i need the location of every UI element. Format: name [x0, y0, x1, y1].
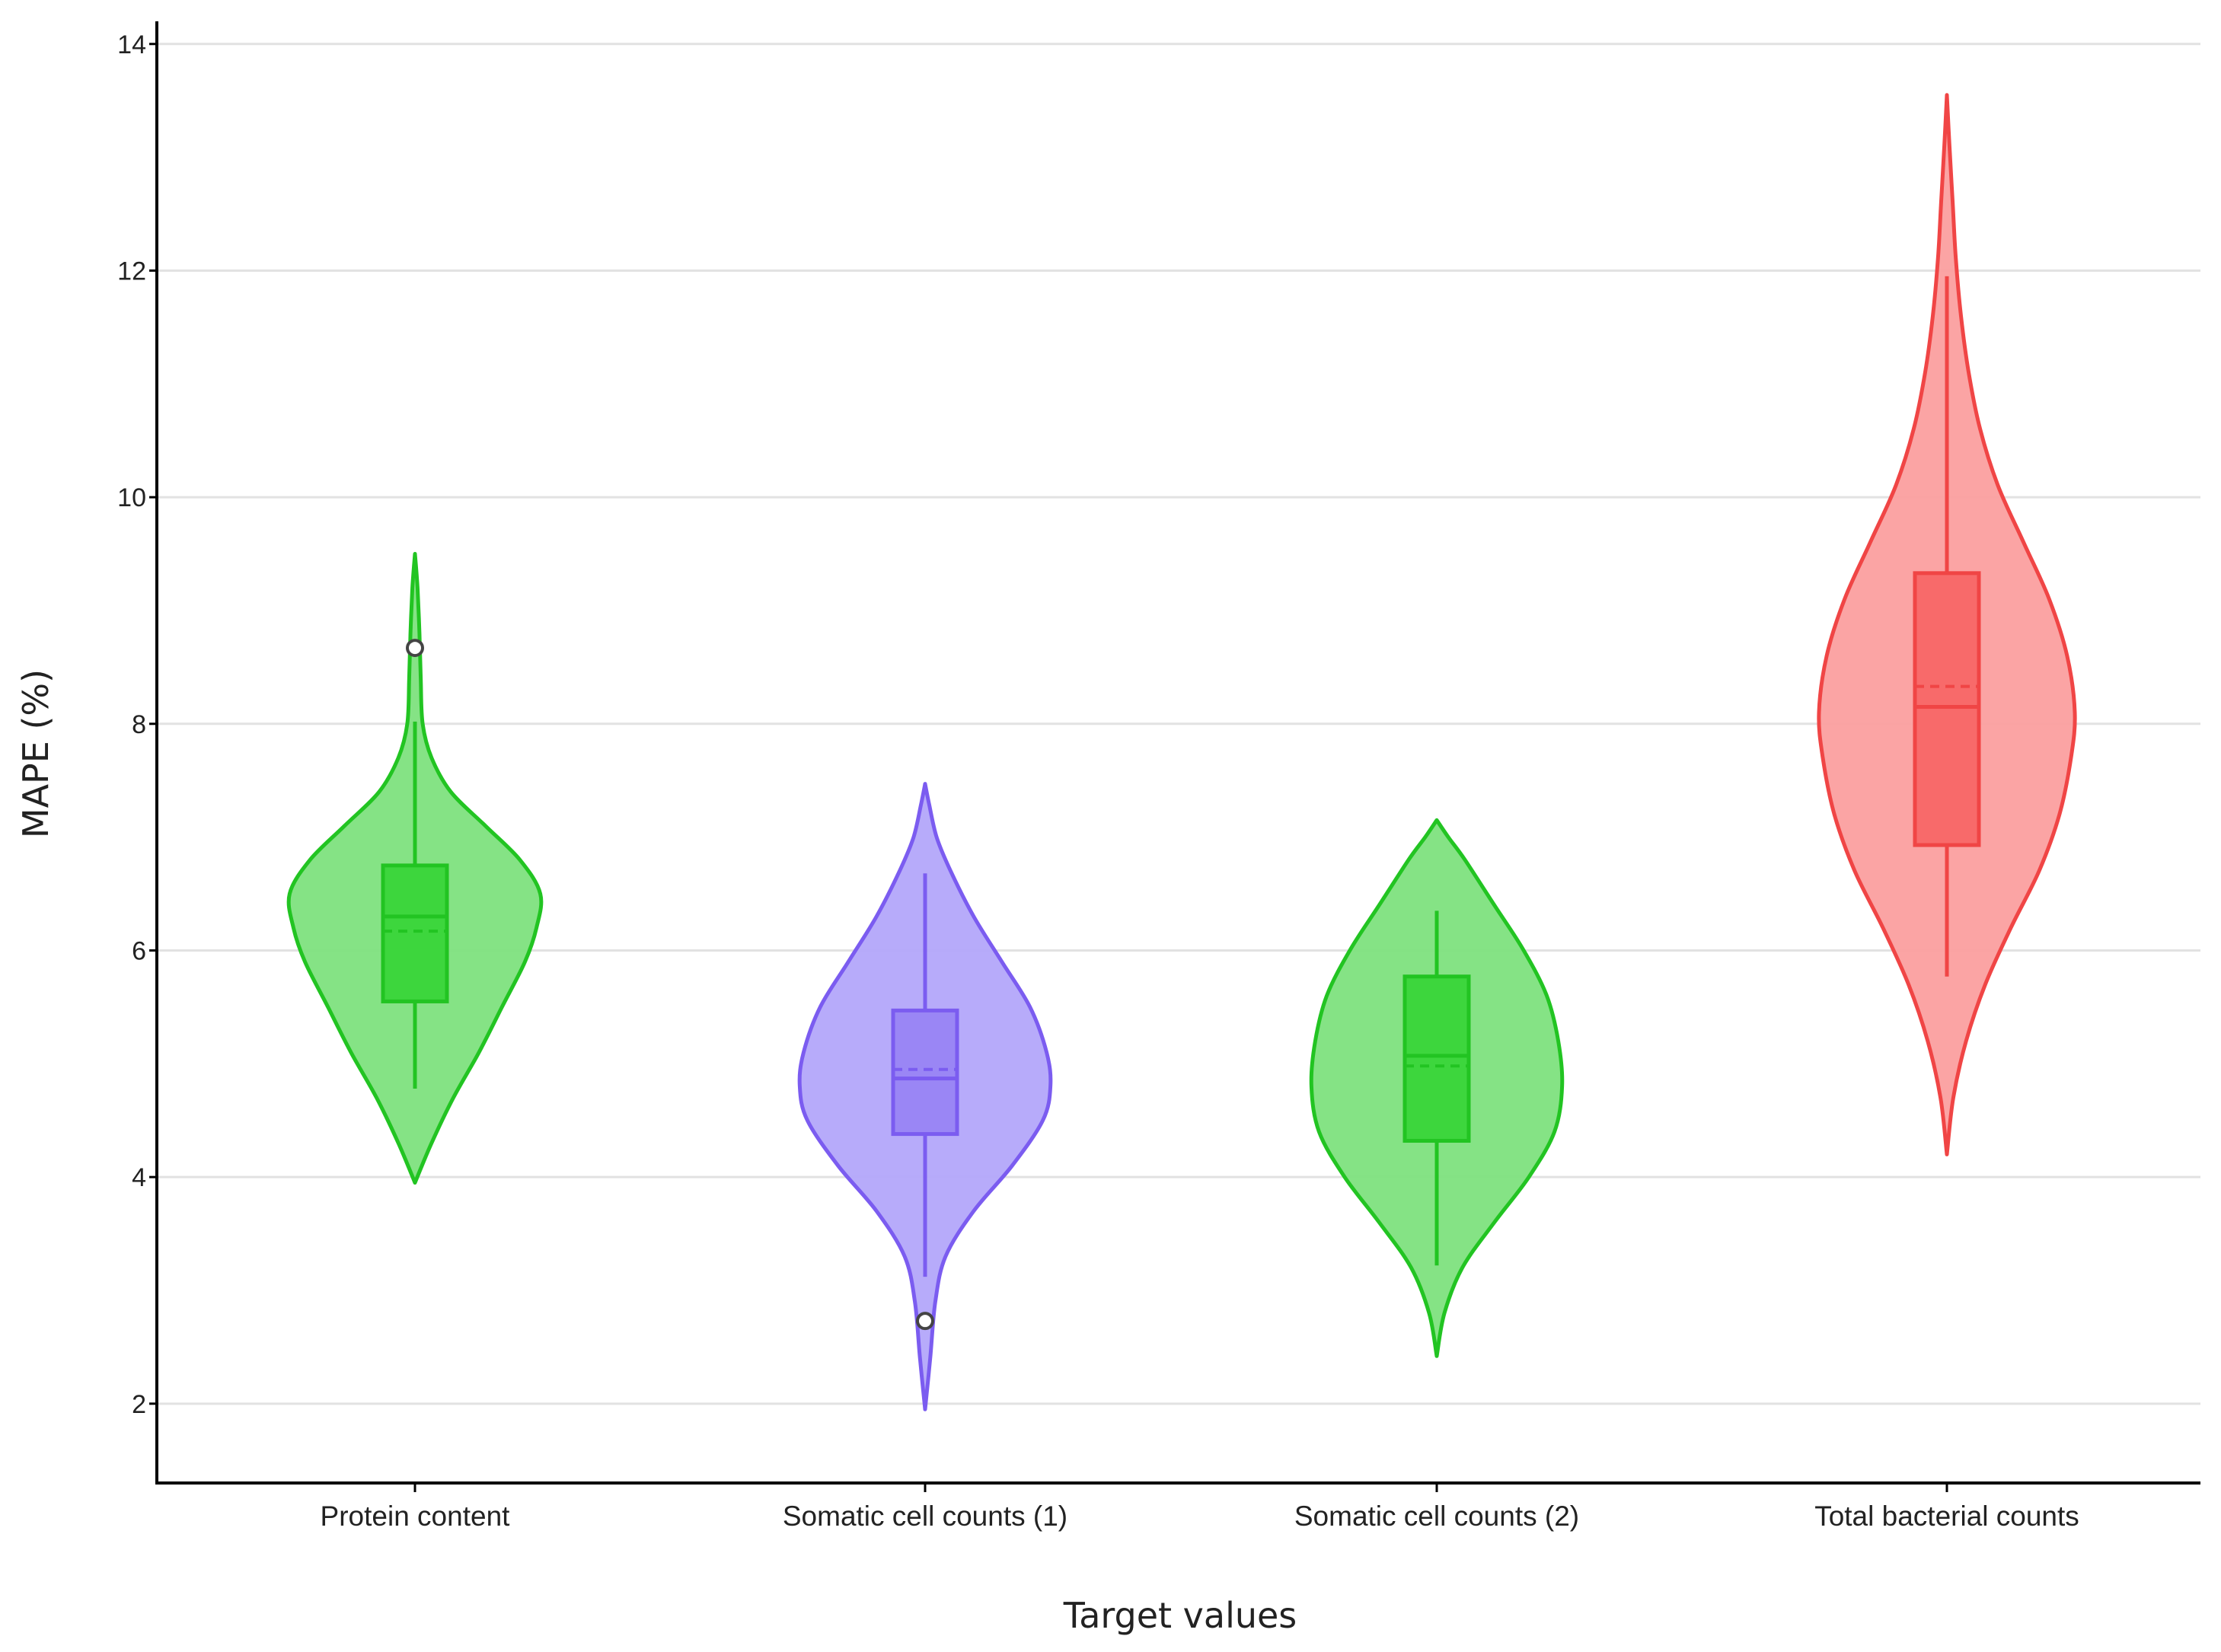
violin-4: [1817, 93, 2077, 1156]
x-tick-label: Somatic cell counts (1): [783, 1501, 1067, 1532]
y-axis-ticks: 2 4 6 8 10 12 14: [117, 30, 157, 1419]
y-tick-label: 4: [132, 1163, 146, 1192]
violins: [286, 93, 2077, 1411]
iqr-box: [381, 863, 449, 1003]
x-axis-categories: Protein content Somatic cell counts (1) So…: [321, 1483, 2079, 1532]
y-axis-title: MAPE (%): [15, 669, 56, 838]
iqr-box: [891, 1008, 959, 1137]
x-axis-title: Target values: [1063, 1595, 1297, 1636]
iqr-box: [1913, 571, 1981, 847]
violin-3: [1309, 818, 1565, 1358]
y-tick-label: 12: [117, 257, 146, 285]
violin-1: [286, 552, 544, 1185]
x-tick-label: Protein content: [321, 1501, 511, 1532]
x-tick-label: Total bacterial counts: [1814, 1501, 2079, 1532]
violin-2: [797, 782, 1053, 1411]
x-tick-label: Somatic cell counts (2): [1294, 1501, 1579, 1532]
outlier-point: [406, 639, 424, 658]
y-tick-label: 10: [117, 483, 146, 512]
y-tick-label: 2: [132, 1390, 146, 1419]
y-tick-label: 14: [117, 30, 146, 59]
outlier-point: [916, 1312, 934, 1331]
iqr-box: [1402, 974, 1471, 1143]
y-tick-label: 8: [132, 710, 146, 739]
y-tick-label: 6: [132, 936, 146, 965]
